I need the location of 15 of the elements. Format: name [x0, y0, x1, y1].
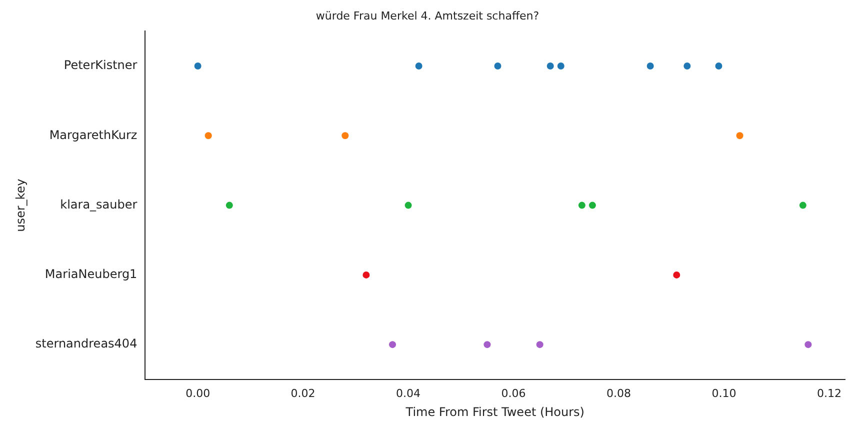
y-tick-label: sternandreas404 — [35, 336, 138, 351]
x-tick-label: 0.00 — [186, 386, 210, 400]
x-tick-label: 0.10 — [712, 386, 736, 400]
y-tick-label: MargarethKurz — [49, 128, 138, 142]
chart-title: würde Frau Merkel 4. Amtszeit schaffen? — [316, 9, 540, 22]
x-tick-label: 0.02 — [290, 386, 316, 400]
x-tick-label: 0.12 — [816, 386, 842, 400]
x-axis-title: Time From First Tweet (Hours) — [404, 404, 584, 419]
x-tick-label: 0.06 — [501, 386, 526, 400]
y-tick-label: klara_sauber — [60, 197, 138, 212]
y-axis-title: user_key — [13, 178, 28, 232]
x-tick-label: 0.04 — [396, 386, 421, 400]
y-tick-label: MariaNeuberg1 — [44, 267, 138, 282]
y-tick-label: PeterKistner — [64, 58, 138, 72]
x-tick-label: 0.08 — [606, 386, 631, 400]
